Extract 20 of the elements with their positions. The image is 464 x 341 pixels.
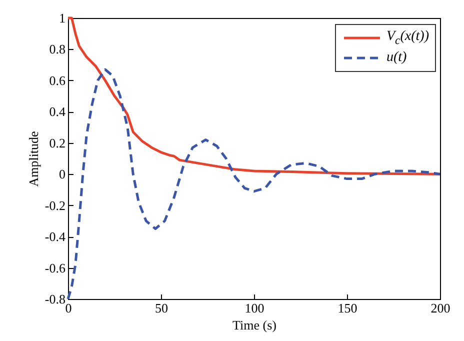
y-tick-label: -0.2 (44, 198, 66, 213)
line-series (66, 16, 442, 176)
y-axis-title: Amplitude (26, 130, 41, 187)
legend-label: V$_{c}$(x(t)) (386, 29, 429, 47)
line-series (66, 68, 442, 300)
legend-label: u(t) (386, 50, 407, 66)
y-tick-label: 0.6 (49, 72, 66, 88)
y-tick-label: -0.6 (44, 260, 66, 276)
y-tick-label: 0.8 (49, 42, 66, 57)
x-tick-label: 200 (430, 300, 450, 316)
y-tick-label: 1 (59, 10, 66, 26)
y-tick-label: -0.4 (44, 229, 66, 244)
x-tick-label: 150 (338, 300, 358, 316)
y-tick-label: 0 (59, 166, 66, 182)
x-axis-title: Time (s) (232, 318, 276, 332)
y-tick-label: 0.4 (49, 104, 66, 120)
x-tick-label: 100 (244, 300, 264, 316)
x-tick-label: 50 (155, 300, 168, 316)
y-tick-label: -0.8 (44, 292, 66, 306)
y-tick-label: 0.2 (49, 135, 66, 150)
